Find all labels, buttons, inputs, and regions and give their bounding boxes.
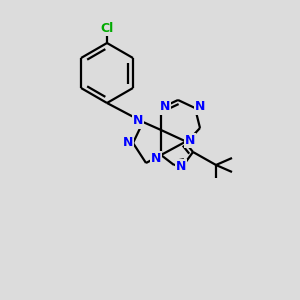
Text: N: N <box>123 136 133 149</box>
Text: N: N <box>176 160 186 172</box>
Text: N: N <box>133 115 143 128</box>
Text: N: N <box>195 100 205 113</box>
Text: N: N <box>160 100 170 113</box>
Text: Cl: Cl <box>100 22 114 34</box>
Text: N: N <box>185 134 195 146</box>
Text: N: N <box>151 152 161 164</box>
